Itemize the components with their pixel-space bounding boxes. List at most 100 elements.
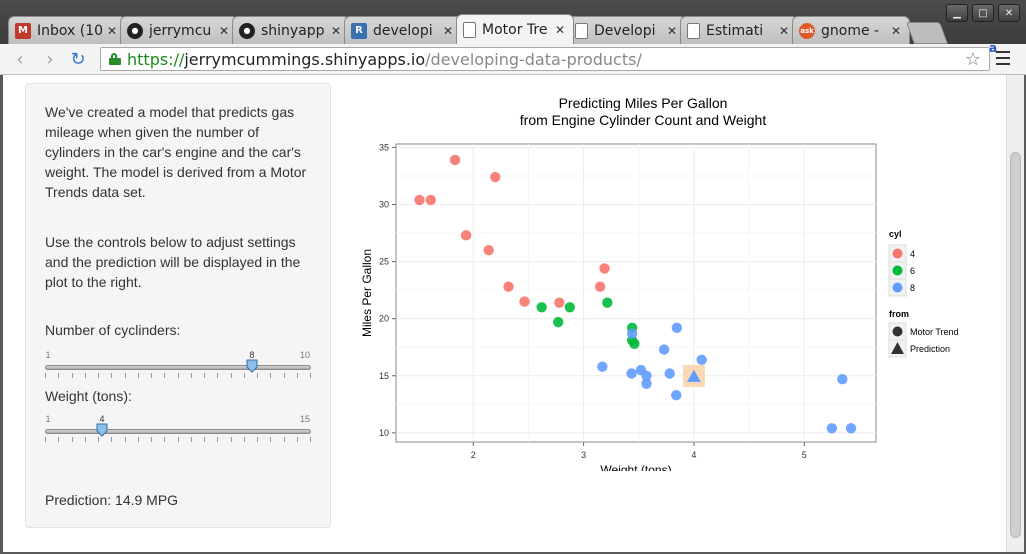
cyl-slider-min-label: 1: [45, 350, 51, 360]
wt-slider-tick: [58, 437, 60, 442]
extension-icon[interactable]: a: [989, 41, 998, 55]
legend-from-label: Motor Trend: [910, 327, 959, 337]
tab-close-icon[interactable]: ✕: [331, 23, 342, 38]
ask-icon: ask: [799, 22, 815, 39]
wt-slider-tick: [164, 437, 166, 442]
wt-slider-tick: [310, 437, 311, 442]
tab-1[interactable]: ● jerrymcu ✕: [120, 16, 238, 44]
tab-close-icon[interactable]: ✕: [891, 23, 902, 38]
wt-slider-label: Weight (tons):: [45, 388, 132, 404]
cyl-slider-tick: [98, 373, 99, 378]
data-point-cyl-4: [594, 281, 606, 292]
wt-slider-tick: [177, 437, 179, 442]
tab-close-icon[interactable]: ✕: [779, 23, 790, 38]
wt-slider-tick: [111, 437, 113, 442]
wt-slider-tick: [296, 437, 298, 442]
wt-slider-handle[interactable]: [96, 423, 108, 437]
legend-triangle-swatch: [891, 342, 904, 354]
cyl-slider-tick: [111, 373, 113, 378]
data-point-cyl-6: [564, 302, 575, 313]
tab-close-icon[interactable]: ✕: [555, 22, 566, 37]
bookmark-star-icon[interactable]: ☆: [964, 49, 981, 70]
y-tick-label: 20: [379, 314, 389, 324]
document-icon: [463, 21, 476, 38]
data-point-cyl-8: [671, 389, 682, 401]
tab-4[interactable]: Motor Tre ✕: [456, 14, 574, 44]
wt-slider-tick: [230, 437, 232, 442]
tab-close-icon[interactable]: ✕: [667, 23, 678, 38]
wt-slider-tick: [84, 437, 86, 442]
tab-close-icon[interactable]: ✕: [107, 23, 118, 38]
wt-slider-tick: [243, 437, 245, 442]
minimize-button[interactable]: ▁: [946, 4, 968, 22]
cyl-slider-tick: [243, 373, 245, 378]
vertical-scrollbar[interactable]: [1006, 75, 1024, 552]
document-icon: [575, 22, 588, 39]
legend-cyl-swatch: [892, 282, 903, 293]
tab-close-icon[interactable]: ✕: [219, 23, 230, 38]
wt-slider-track[interactable]: [45, 429, 311, 434]
cyl-slider-tick: [58, 373, 60, 378]
data-point-cyl-8: [658, 344, 670, 355]
wt-slider[interactable]: 1 4 15: [45, 414, 311, 450]
reload-icon[interactable]: ↻: [70, 48, 86, 70]
cyl-slider-tick: [124, 373, 126, 378]
page-content: We've created a model that predicts gas …: [3, 75, 1023, 552]
cyl-slider-tick: [84, 373, 86, 378]
gmail-icon: M: [15, 22, 31, 39]
back-arrow-icon[interactable]: ‹: [16, 48, 24, 70]
data-point-cyl-4: [483, 244, 494, 256]
new-tab-button[interactable]: [905, 22, 949, 44]
tab-title: Motor Tre: [482, 21, 548, 38]
cyl-slider-tick: [137, 373, 139, 378]
y-tick-label: 15: [379, 371, 389, 381]
tab-7[interactable]: ask gnome - ✕: [792, 16, 910, 44]
scrollbar-thumb[interactable]: [1010, 152, 1021, 538]
forward-arrow-icon[interactable]: ›: [46, 48, 54, 70]
legend-from-label: Prediction: [910, 344, 950, 354]
menu-icon[interactable]: [996, 51, 1010, 65]
wt-slider-tick: [45, 437, 46, 442]
legend-cyl-label: 6: [910, 266, 915, 276]
cyl-slider-tick: [45, 373, 46, 378]
tab-6[interactable]: Estimati ✕: [680, 16, 798, 44]
data-point-cyl-6: [629, 338, 640, 350]
tab-title: developi: [373, 22, 433, 39]
tab-0[interactable]: M Inbox (10 ✕: [8, 16, 126, 44]
wt-slider-tick: [71, 437, 73, 442]
data-point-cyl-8: [641, 378, 652, 389]
tab-title: Developi: [594, 22, 656, 39]
cyl-slider-tick: [257, 373, 258, 378]
url-text: https://jerrymcummings.shinyapps.io/deve…: [127, 49, 642, 69]
address-bar[interactable]: https://jerrymcummings.shinyapps.io/deve…: [100, 47, 990, 71]
x-axis-label: Weight (tons): [600, 463, 671, 471]
close-window-button[interactable]: ✕: [998, 4, 1020, 22]
y-axis-label: Miles Per Gallon: [360, 249, 374, 337]
maximize-button[interactable]: □: [972, 4, 994, 22]
wt-slider-tick: [98, 437, 99, 442]
cyl-slider-track[interactable]: [45, 365, 311, 370]
legend-cyl-label: 4: [910, 249, 915, 259]
document-icon: [687, 22, 700, 39]
data-point-cyl-8: [664, 368, 675, 379]
browser-toolbar: ‹ › ↻ https://jerrymcummings.shinyapps.i…: [0, 41, 1026, 75]
tab-5[interactable]: Developi ✕: [568, 16, 686, 44]
data-point-cyl-8: [597, 361, 608, 372]
tab-title: Estimati: [706, 22, 764, 39]
cyl-slider-label: Number of cyclinders:: [45, 322, 181, 338]
y-tick-label: 25: [379, 257, 389, 267]
tab-close-icon[interactable]: ✕: [443, 23, 454, 38]
data-point-cyl-4: [460, 230, 472, 241]
data-point-cyl-8: [826, 423, 838, 434]
legend-cyl-swatch: [892, 265, 903, 276]
github-icon: ●: [127, 22, 143, 39]
wt-slider-tick: [204, 437, 205, 442]
tab-2[interactable]: ● shinyapp ✕: [232, 16, 350, 44]
cyl-slider-handle[interactable]: [246, 359, 258, 373]
sidebar-panel: We've created a model that predicts gas …: [25, 83, 331, 528]
plot-panel: [395, 143, 877, 443]
cyl-slider-tick: [71, 373, 73, 378]
cyl-slider[interactable]: 1 8 10: [45, 350, 311, 386]
